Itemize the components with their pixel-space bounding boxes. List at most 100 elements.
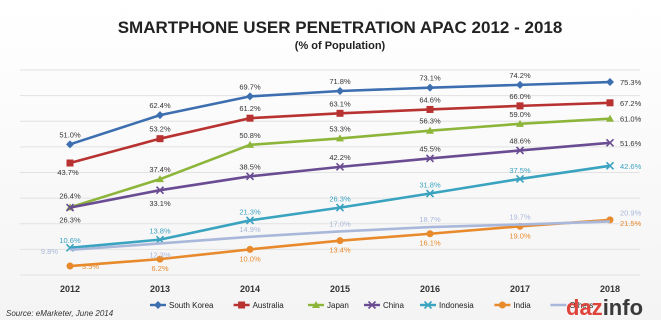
x-tick-2016: 2016 bbox=[420, 284, 440, 294]
data-point-south-korea-2012 bbox=[66, 140, 74, 149]
data-label-others-2014: 14.9% bbox=[239, 225, 261, 234]
data-point-australia-2013 bbox=[156, 135, 164, 143]
data-label-china-2015: 42.2% bbox=[329, 153, 351, 162]
data-point-indonesia-2014 bbox=[245, 216, 255, 225]
data-label-south-korea-2013: 62.4% bbox=[149, 101, 171, 110]
data-label-australia-2016: 64.6% bbox=[419, 95, 441, 104]
data-label-japan-2013: 37.4% bbox=[149, 165, 171, 174]
data-point-south-korea-2014 bbox=[246, 92, 254, 101]
brand-logo-part2: info bbox=[603, 295, 643, 320]
data-label-australia-2015: 63.1% bbox=[329, 99, 351, 108]
series-line-others bbox=[69, 220, 611, 252]
data-point-china-2017 bbox=[515, 146, 525, 155]
data-point-indonesia-2016 bbox=[425, 189, 435, 198]
data-label-indonesia-2013: 13.8% bbox=[149, 227, 171, 236]
data-label-others-2015: 17.0% bbox=[329, 219, 351, 228]
data-point-indonesia-2017 bbox=[515, 174, 525, 183]
x-tick-2014: 2014 bbox=[240, 284, 260, 294]
data-point-china-2014 bbox=[245, 172, 255, 181]
x-tick-2015: 2015 bbox=[330, 284, 350, 294]
data-label-australia-2013: 53.2% bbox=[149, 125, 171, 134]
legend-item-india: India bbox=[494, 301, 531, 310]
series-india: 3.5% 6.2% 10.0% 13.4% 16.1% 19.0% 21.5% bbox=[66, 216, 642, 273]
data-point-china-2013 bbox=[155, 186, 165, 195]
data-label-indonesia-2017: 37.5% bbox=[509, 166, 531, 175]
x-axis-ticks: 2012 2013 2014 2015 2016 2017 2018 bbox=[60, 284, 620, 294]
data-point-japan-2017 bbox=[516, 119, 524, 127]
legend-marker bbox=[312, 301, 320, 308]
data-point-india-2012 bbox=[66, 262, 74, 270]
data-label-south-korea-2015: 71.8% bbox=[329, 77, 351, 86]
legend-marker bbox=[367, 300, 377, 310]
data-point-india-2014 bbox=[246, 245, 254, 253]
legend-label: Japan bbox=[327, 301, 349, 310]
data-point-australia-2015 bbox=[336, 109, 344, 117]
data-point-south-korea-2017 bbox=[516, 80, 524, 89]
data-point-south-korea-2018 bbox=[606, 78, 614, 87]
data-point-india-2016 bbox=[426, 230, 434, 238]
data-label-china-2018: 51.6% bbox=[620, 139, 642, 148]
data-point-indonesia-2013 bbox=[155, 235, 165, 244]
data-point-australia-2018 bbox=[606, 99, 614, 107]
data-point-australia-2012 bbox=[66, 159, 74, 167]
data-label-south-korea-2018: 75.3% bbox=[620, 78, 642, 87]
data-point-japan-2014 bbox=[246, 140, 254, 148]
series-china: 26.3% 33.1% 38.5% 42.2% 45.5% 48.6% 51.6% bbox=[59, 136, 641, 224]
data-label-japan-2015: 53.3% bbox=[329, 124, 351, 133]
legend: South Korea Australia Japan China Indonesia I… bbox=[150, 300, 593, 310]
x-tick-2018: 2018 bbox=[600, 284, 620, 294]
data-label-china-2013: 33.1% bbox=[149, 199, 171, 208]
data-label-south-korea-2012: 51.0% bbox=[59, 130, 81, 139]
data-label-australia-2014: 61.2% bbox=[239, 104, 261, 113]
series-australia: 43.7% 53.2% 61.2% 63.1% 64.6% 66.0% 67.2% bbox=[57, 92, 641, 177]
data-label-others-2018: 20.9% bbox=[620, 208, 642, 217]
data-point-china-2016 bbox=[425, 154, 435, 163]
data-point-india-2015 bbox=[336, 237, 344, 245]
legend-item-china: China bbox=[364, 300, 404, 310]
data-point-japan-2013 bbox=[156, 175, 164, 183]
data-point-australia-2017 bbox=[516, 102, 524, 110]
series-others: 9.8% 12.3% 14.9% 17.0% 18.7% 19.7% 20.9% bbox=[41, 208, 642, 259]
legend-marker bbox=[423, 300, 433, 310]
legend-item-south-korea: South Korea bbox=[150, 301, 214, 310]
data-label-indonesia-2014: 21.3% bbox=[239, 207, 261, 216]
legend-label: Australia bbox=[253, 301, 285, 310]
legend-label: China bbox=[383, 301, 404, 310]
data-point-south-korea-2013 bbox=[156, 111, 164, 120]
series-layer: 51.0% 62.4% 69.7% 71.8% 73.1% 74.2% 75.3% 43.7%… bbox=[41, 71, 642, 273]
data-label-japan-2014: 50.8% bbox=[239, 131, 261, 140]
data-label-australia-2012: 43.7% bbox=[57, 168, 79, 177]
data-label-japan-2017: 59.0% bbox=[509, 110, 531, 119]
data-label-australia-2018: 67.2% bbox=[620, 99, 642, 108]
x-tick-2013: 2013 bbox=[150, 284, 170, 294]
data-label-india-2014: 10.0% bbox=[239, 254, 261, 263]
data-label-japan-2018: 61.0% bbox=[620, 115, 642, 124]
data-label-others-2013: 12.3% bbox=[149, 250, 171, 259]
data-label-indonesia-2015: 26.3% bbox=[329, 195, 351, 204]
series-south-korea: 51.0% 62.4% 69.7% 71.8% 73.1% 74.2% 75.3% bbox=[59, 71, 642, 149]
data-point-china-2018 bbox=[605, 138, 615, 147]
legend-label: South Korea bbox=[169, 301, 214, 310]
data-point-japan-2016 bbox=[426, 126, 434, 134]
data-label-others-2017: 19.7% bbox=[509, 213, 531, 222]
data-point-australia-2014 bbox=[246, 114, 254, 122]
data-label-china-2014: 38.5% bbox=[239, 162, 261, 171]
legend-item-indonesia: Indonesia bbox=[420, 300, 474, 310]
data-point-australia-2016 bbox=[426, 105, 434, 113]
data-label-south-korea-2017: 74.2% bbox=[509, 71, 531, 80]
data-label-indonesia-2016: 31.8% bbox=[419, 181, 441, 190]
series-indonesia: 10.6% 13.8% 21.3% 26.3% 31.8% 37.5% 42.6% bbox=[59, 161, 642, 252]
data-point-china-2015 bbox=[335, 162, 345, 171]
x-tick-2017: 2017 bbox=[510, 284, 530, 294]
source-note: Source: eMarketer, June 2014 bbox=[6, 309, 114, 318]
data-point-japan-2015 bbox=[336, 134, 344, 142]
chart-subtitle: (% of Population) bbox=[295, 40, 386, 52]
data-label-japan-2012: 26.4% bbox=[59, 191, 81, 200]
data-label-south-korea-2014: 69.7% bbox=[239, 82, 261, 91]
chart-title: SMARTPHONE USER PENETRATION APAC 2012 - … bbox=[118, 18, 563, 37]
data-label-india-2018: 21.5% bbox=[620, 219, 642, 228]
data-label-china-2012: 26.3% bbox=[59, 216, 81, 225]
legend-label: Others bbox=[569, 301, 593, 310]
data-label-indonesia-2018: 42.6% bbox=[620, 162, 642, 171]
